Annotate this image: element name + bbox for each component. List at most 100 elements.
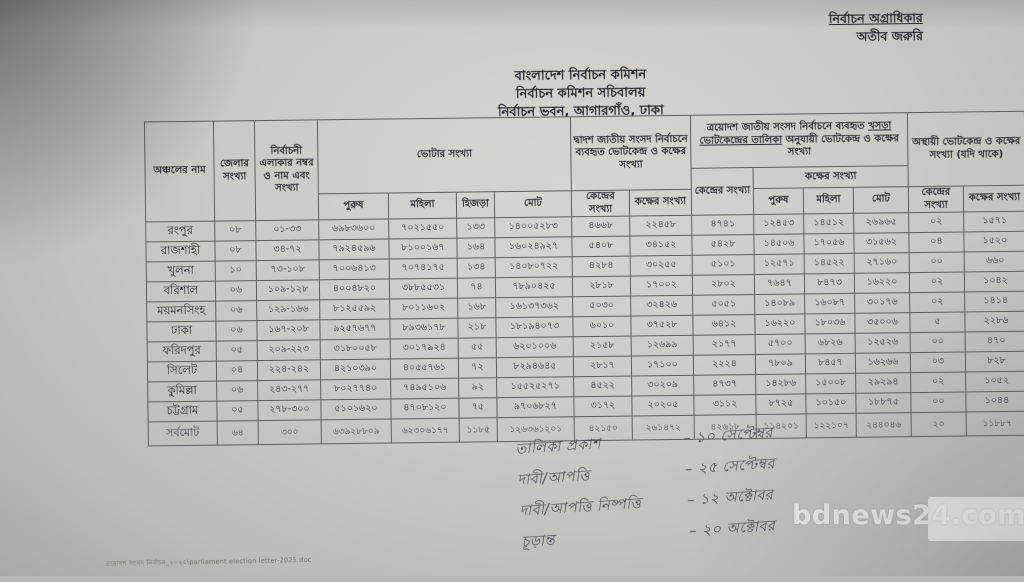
value-cell: ১৮০৩৬ [804, 313, 856, 334]
value-cell: ১৬৮ [457, 297, 496, 319]
value-cell: ১৪৫১২ [803, 213, 854, 234]
value-cell: ২৯২৯৪ [855, 372, 911, 394]
value-cell: ১০১৫০ [805, 393, 857, 414]
value-cell: ১৫৫২৫২৭১ [496, 376, 574, 398]
value-cell: ৫০৫১ [692, 294, 755, 316]
value-cell: ৩৫০০৬ [854, 312, 911, 334]
value-cell: ১০৫২ [965, 371, 1024, 392]
value-cell: ০৫ [216, 400, 259, 422]
value-cell: ৩১৭২ [573, 396, 633, 417]
value-cell: ১১৮৫ [459, 417, 498, 443]
region-cell: ময়মনসিংহ [146, 301, 216, 322]
value-cell: ৪৭৩৭ [693, 374, 756, 396]
value-cell: ৩০২৫৫ [630, 255, 693, 277]
region-cell: সর্বমোট [148, 421, 218, 446]
value-cell: ১৫০০৮ [805, 373, 856, 394]
value-cell: ২২৪৫৮ [629, 215, 692, 237]
value-cell: ৭৪ [457, 277, 496, 299]
value-cell: ১৬০২৪৯২৭ [494, 236, 573, 258]
value-cell: ৭৯২৪৫৯৬ [318, 239, 390, 260]
region-cell: ফরিদপুর [147, 341, 217, 362]
value-cell: ১০ [215, 260, 257, 282]
value-cell: ১৪০৮৯ [754, 293, 805, 315]
table-header: অঞ্চলের নাম জেলার সংখ্যা নির্বাচনী এলাকা… [144, 111, 1024, 222]
value-cell: ৮৪৫৭ [805, 353, 856, 374]
region-cell: বরিশাল [146, 281, 216, 302]
value-cell: ০৩ [910, 351, 966, 373]
value-cell: ৪৫২২ [573, 376, 632, 397]
header-hijra: হিজড়া [456, 191, 495, 219]
value-cell: ৭০০৬৪১৩ [319, 258, 390, 280]
value-cell: ০৮ [214, 240, 257, 262]
value-cell: ৮৯৩৬১৭৮ [389, 318, 459, 339]
value-cell: ৩০২০৯ [631, 375, 694, 397]
value-cell: ১৬০৮৭ [804, 293, 855, 314]
value-cell: ৩৮৮৫৫৩১ [389, 278, 458, 299]
value-cell: ৭৩-১০৮ [256, 259, 320, 281]
value-cell: ৭২ [458, 357, 497, 379]
value-cell: ১৪৫০৬ [753, 233, 805, 255]
value-cell: ৬২৩০৬১৭৭ [391, 418, 460, 443]
value-cell: ৬৬০ [964, 251, 1024, 272]
value-cell: ৩১১২ [693, 394, 757, 416]
value-cell: ২৭৮-৩০০ [257, 399, 322, 421]
value-cell: ২৮১৮ [572, 276, 631, 297]
value-cell: ৫ [909, 311, 966, 333]
value-cell: ৩৪১৫২ [629, 235, 693, 257]
value-cell: ৭৪৯৫১০৬ [390, 378, 459, 399]
value-cell: ৬২০১০০৬ [496, 336, 574, 358]
value-cell: ৮৪৭৩ [804, 273, 855, 294]
region-cell: কুমিল্লা [147, 381, 217, 402]
priority-note-line2: অতীব জরুরি [856, 28, 924, 44]
value-cell: ১১৮৮৭ [966, 411, 1024, 436]
value-cell: ৯২৫৭৬৭৭ [319, 318, 391, 340]
value-cell: ০১-৩৩ [255, 219, 319, 241]
value-cell: ৯৭০৬৮২৭ [496, 396, 575, 418]
value-cell: ৭৬৪৭ [754, 273, 805, 295]
bdnews24-watermark: bdnews24.com [792, 500, 1024, 531]
value-cell: ১৭০৫৬ [803, 233, 855, 254]
header-13th-group: ত্রয়োদশ জাতীয় সংসদ নির্বাচনে ব্যবহৃত খ… [690, 112, 909, 169]
header-female: মহিলা [388, 192, 457, 220]
value-cell: ২০২০৫ [631, 395, 695, 417]
value-cell: ৩০১৭৯২৪ [390, 338, 459, 359]
value-cell: ১২৬৯৯ [631, 335, 694, 357]
value-cell: ২৪৩-২৭৭ [257, 379, 321, 401]
value-cell: ২২৮৬ [964, 311, 1024, 332]
header-temp-group: অস্থায়ী ভোটকেন্দ্র ও কক্ষের সংখ্যা (যদি… [907, 111, 1024, 187]
value-cell: ২২৪-২৪২ [257, 359, 321, 381]
note-value: – ২৫ সেপ্টেম্বর [684, 456, 776, 478]
value-cell: ১৩৪ [457, 257, 496, 279]
header-12th-group: দ্বাদশ জাতীয় সংসদ নির্বাচনে ব্যবহৃত ভোট… [570, 115, 692, 191]
value-cell: ০৪ [216, 360, 258, 382]
value-cell: ৩১৫৬২ [853, 232, 910, 254]
value-cell: ২৪৪০৪৬ [856, 412, 912, 438]
header-13th-centers: কেন্দ্রের সংখ্যা [691, 167, 754, 216]
value-cell: ৫১০১৬২০ [320, 398, 392, 420]
priority-note-line1: নির্বাচন অগ্রাধিকার [828, 9, 923, 27]
value-cell: ৬৩৯২৮৮০৯ [321, 418, 392, 444]
value-cell: ১৪০০৫২৮৩ [494, 216, 572, 238]
value-cell: ৪২৮৪ [572, 256, 631, 277]
header-13th-prefix: ত্রয়োদশ জাতীয় সংসদ নির্বাচনে ব্যবহৃত [706, 120, 865, 134]
value-cell: ১৮৮৭৫ [855, 392, 912, 414]
value-cell: ৮১০০১৬৭ [388, 238, 458, 259]
region-cell: খুলনা [146, 261, 216, 282]
value-cell: ৪৭০ [965, 331, 1024, 352]
file-path-footer: ত্রয়োদশ সংসদ নির্বাচন_২০২৫\parliament e… [105, 555, 312, 568]
value-cell: ২১৭৭ [693, 334, 756, 356]
value-cell: ৬৪ [217, 420, 259, 446]
value-cell: ৪২১০৩৯০ [320, 358, 391, 380]
region-cell: ঢাকা [146, 321, 217, 342]
note-value: – ২০ অক্টোবর [688, 518, 776, 540]
note-label: চূড়ান্ত [520, 532, 556, 551]
value-cell: ১৬২৬৬ [855, 352, 911, 374]
value-cell: ১৭১০০ [631, 355, 694, 377]
value-cell: ১৪১৪ [964, 291, 1024, 312]
header-voters-group: ভোটার সংখ্যা [317, 116, 572, 194]
header-region: অঞ্চলের নাম [144, 121, 215, 222]
value-cell: ১৪৫২২ [804, 253, 855, 274]
value-cell: ২১৫৮ [573, 336, 632, 357]
value-cell: ৫১০১ [692, 254, 755, 276]
